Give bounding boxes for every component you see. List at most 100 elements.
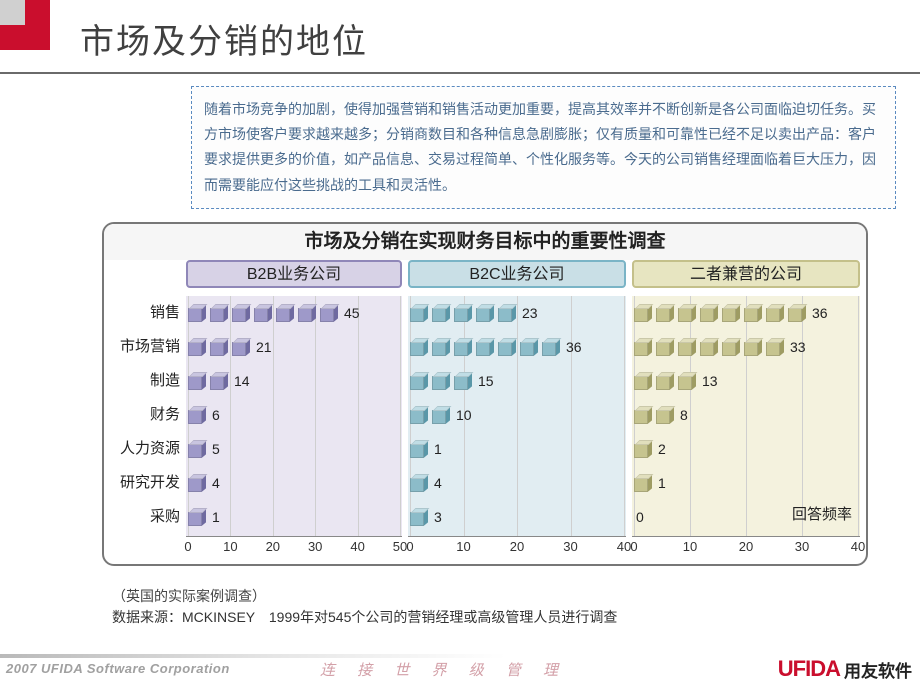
bar-row: 5	[186, 432, 402, 466]
bar-row: 21	[186, 330, 402, 364]
cube-icon	[634, 372, 652, 390]
slide-header: 市场及分销的地位	[0, 0, 920, 74]
cube-icon	[700, 338, 718, 356]
panel-header: B2B业务公司	[186, 260, 402, 288]
bar-value: 1	[658, 475, 666, 491]
cube-icon	[656, 372, 674, 390]
bar: 10	[410, 403, 472, 427]
cube-icon	[498, 304, 516, 322]
axis-tick: 20	[739, 539, 753, 554]
panel-header: 二者兼营的公司	[632, 260, 860, 288]
footer-slogan: 连 接 世 界 级 管 理	[320, 659, 567, 680]
cube-icon	[454, 304, 472, 322]
logo-inner	[0, 0, 25, 25]
cube-icon	[454, 372, 472, 390]
bar-row: 33	[632, 330, 860, 364]
footer-logo-en: UFIDA	[778, 656, 840, 682]
cube-icon	[232, 338, 250, 356]
cube-icon	[766, 338, 784, 356]
cube-icon	[298, 304, 316, 322]
bar-row: 1	[186, 500, 402, 534]
footer: 2007 UFIDA Software Corporation 连 接 世 界 …	[0, 646, 920, 690]
cube-icon	[744, 338, 762, 356]
cube-icon	[454, 338, 472, 356]
cube-icon	[188, 440, 206, 458]
bar-row: 36	[408, 330, 626, 364]
bar-row: 14	[186, 364, 402, 398]
bar: 36	[634, 301, 828, 325]
cube-icon	[410, 338, 428, 356]
bar-row: 23	[408, 296, 626, 330]
axis-tick: 0	[406, 539, 413, 554]
cube-icon	[432, 304, 450, 322]
bar-row: 8	[632, 398, 860, 432]
cube-icon	[410, 440, 428, 458]
cube-icon	[410, 406, 428, 424]
bar-value: 1	[434, 441, 442, 457]
cube-icon	[520, 338, 538, 356]
axis-tick: 30	[308, 539, 322, 554]
bar-value: 14	[234, 373, 250, 389]
logo-block	[0, 0, 50, 50]
bar-value: 45	[344, 305, 360, 321]
row-label: 财务	[104, 398, 184, 432]
bar-row: 4	[186, 466, 402, 500]
row-label: 市场营销	[104, 330, 184, 364]
cube-icon	[276, 304, 294, 322]
row-label: 制造	[104, 364, 184, 398]
cube-icon	[634, 440, 652, 458]
bar-row: 10	[408, 398, 626, 432]
bar-value: 23	[522, 305, 538, 321]
bar-value: 6	[212, 407, 220, 423]
axis-tick: 0	[184, 539, 191, 554]
chart-panel: B2C业务公司01020304023361510143	[408, 260, 626, 566]
cube-icon	[766, 304, 784, 322]
row-label: 销售	[104, 296, 184, 330]
cube-icon	[678, 338, 696, 356]
cube-icon	[476, 304, 494, 322]
x-axis: 01020304050	[186, 536, 402, 566]
bar-value: 33	[790, 339, 806, 355]
bar: 6	[188, 403, 220, 427]
cube-icon	[678, 372, 696, 390]
axis-tick: 20	[266, 539, 280, 554]
cube-icon	[722, 304, 740, 322]
bar-value: 13	[702, 373, 718, 389]
cube-icon	[254, 304, 272, 322]
bar-row: 15	[408, 364, 626, 398]
cube-icon	[634, 474, 652, 492]
bar-value: 10	[456, 407, 472, 423]
bar-row: 3	[408, 500, 626, 534]
cube-icon	[656, 338, 674, 356]
footer-copyright: 2007 UFIDA Software Corporation	[6, 661, 230, 676]
axis-tick: 10	[223, 539, 237, 554]
bar-value: 21	[256, 339, 272, 355]
bar-row: 1	[408, 432, 626, 466]
bar: 15	[410, 369, 494, 393]
cube-icon	[432, 406, 450, 424]
cube-icon	[188, 372, 206, 390]
axis-tick: 20	[510, 539, 524, 554]
cube-icon	[634, 338, 652, 356]
bar-value: 0	[636, 509, 644, 525]
source-notes: （英国的实际案例调查） 数据来源：MCKINSEY 1999年对545个公司的营…	[112, 586, 617, 628]
bar-row: 4	[408, 466, 626, 500]
cube-icon	[232, 304, 250, 322]
x-axis: 010203040	[632, 536, 860, 566]
bar: 1	[634, 471, 666, 495]
bar-value: 1	[212, 509, 220, 525]
bar-row: 1	[632, 466, 860, 500]
axis-tick: 10	[456, 539, 470, 554]
cube-icon	[188, 474, 206, 492]
cube-icon	[210, 372, 228, 390]
x-axis: 010203040	[408, 536, 626, 566]
axis-tick: 40	[851, 539, 865, 554]
cube-icon	[700, 304, 718, 322]
bar: 3	[410, 505, 442, 529]
intro-text: 随着市场竞争的加剧，使得加强营销和销售活动更加重要，提高其效率并不断创新是各公司…	[191, 86, 896, 209]
bar-row: 2	[632, 432, 860, 466]
cube-icon	[542, 338, 560, 356]
bar-row: 36	[632, 296, 860, 330]
bar: 33	[634, 335, 806, 359]
bar: 1	[188, 505, 220, 529]
